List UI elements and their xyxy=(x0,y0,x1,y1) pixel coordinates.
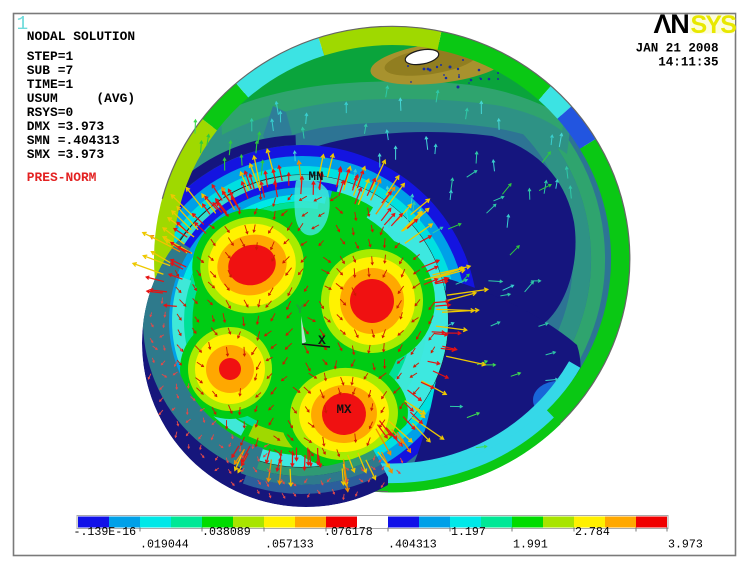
svg-text:PRES-NORM: PRES-NORM xyxy=(27,170,97,185)
svg-text:1.197: 1.197 xyxy=(451,526,486,539)
svg-text:.038089: .038089 xyxy=(202,526,251,539)
svg-text:X: X xyxy=(318,333,326,348)
svg-text:SMN =.404313: SMN =.404313 xyxy=(27,133,120,148)
svg-text:TIME=1: TIME=1 xyxy=(27,77,74,92)
svg-text:SMX =3.973: SMX =3.973 xyxy=(27,147,105,162)
svg-text:USUM (AVG): USUM (AVG) xyxy=(27,91,135,106)
svg-text:ΛN: ΛN xyxy=(654,9,689,39)
svg-text:JAN 21 2008: JAN 21 2008 xyxy=(636,42,719,56)
svg-text:RSYS=0: RSYS=0 xyxy=(27,105,73,120)
svg-text:-.139E-16: -.139E-16 xyxy=(74,526,137,539)
svg-text:.019044: .019044 xyxy=(140,539,189,552)
svg-text:MX: MX xyxy=(337,403,353,417)
svg-text:.404313: .404313 xyxy=(388,539,437,552)
svg-text:1: 1 xyxy=(17,13,29,35)
svg-text:MN: MN xyxy=(309,170,324,184)
svg-text:STEP=1: STEP=1 xyxy=(27,49,74,64)
svg-text:3.973: 3.973 xyxy=(668,539,703,552)
svg-text:1.991: 1.991 xyxy=(513,539,548,552)
svg-text:Y: Y xyxy=(296,302,304,317)
svg-text:NODAL SOLUTION: NODAL SOLUTION xyxy=(27,29,135,44)
svg-text:SUB =7: SUB =7 xyxy=(27,63,73,78)
svg-text:2.784: 2.784 xyxy=(575,526,610,539)
svg-text:SYS: SYS xyxy=(691,11,737,39)
svg-text:.057133: .057133 xyxy=(265,539,314,552)
svg-text:14:11:35: 14:11:35 xyxy=(658,56,718,70)
svg-text:DMX =3.973: DMX =3.973 xyxy=(27,119,105,134)
svg-text:.076178: .076178 xyxy=(324,526,373,539)
